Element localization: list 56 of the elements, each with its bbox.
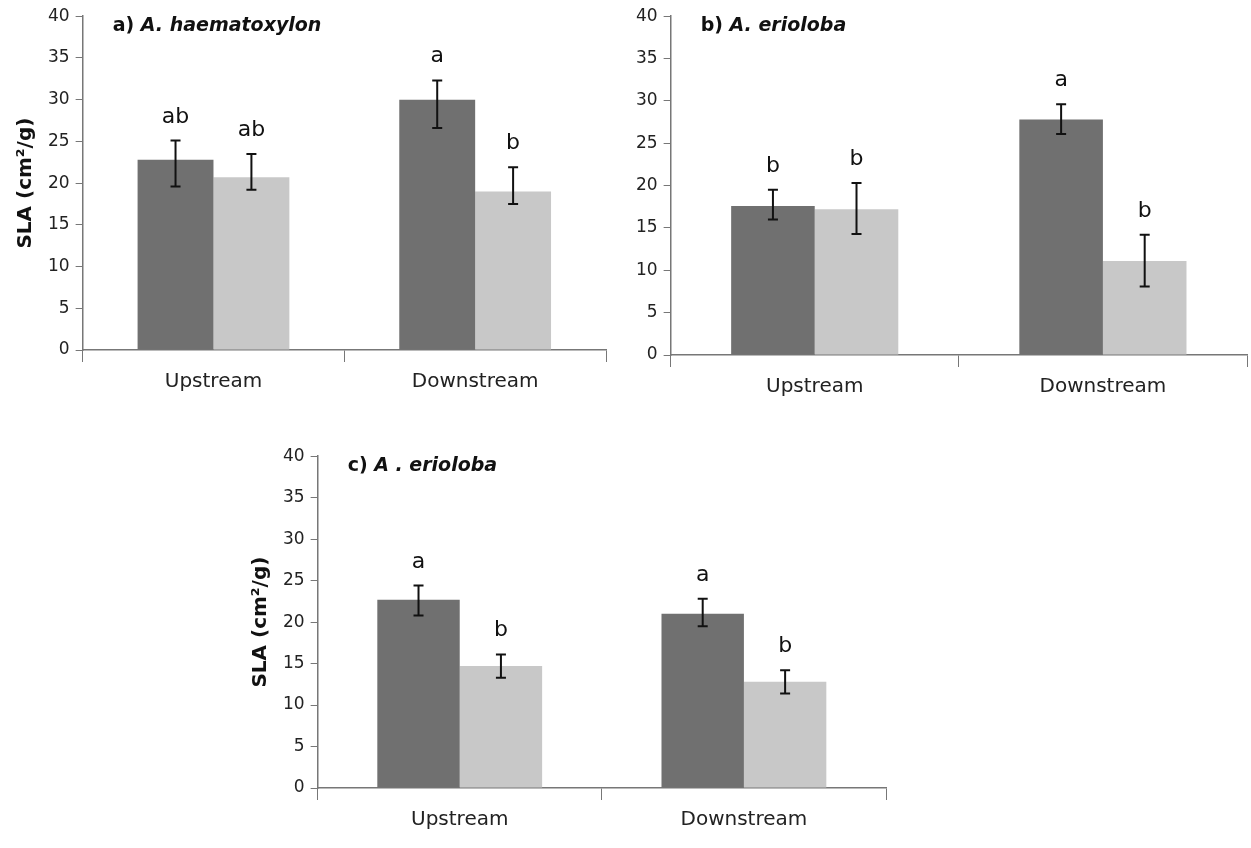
y-tick-label: 25 — [47, 129, 70, 150]
data-label: b — [849, 145, 864, 171]
x-tick-label: Downstream — [680, 806, 808, 831]
y-tick-label: 15 — [635, 216, 658, 237]
y-tick-label: 40 — [635, 4, 658, 25]
bar — [475, 191, 552, 350]
y-tick-label: 10 — [282, 693, 305, 714]
y-tick-label: 35 — [47, 46, 70, 67]
y-tick-label: 35 — [282, 486, 305, 507]
y-tick-label: 15 — [282, 652, 305, 672]
data-label: a — [430, 42, 444, 68]
y-tick-label: 10 — [47, 254, 70, 275]
data-label: b — [506, 129, 521, 155]
data-label: a — [695, 560, 710, 586]
y-tick-label: 40 — [282, 444, 305, 465]
y-axis-title: SLA (cm²/g) — [247, 556, 272, 688]
y-tick-label: 40 — [47, 4, 70, 25]
y-tick-label: 0 — [646, 343, 658, 364]
bar — [213, 177, 290, 350]
y-tick-label: 30 — [47, 88, 70, 109]
y-tick-label: 5 — [293, 734, 305, 755]
y-tick-label: 20 — [635, 174, 658, 195]
bar — [814, 209, 899, 355]
y-tick-label: 10 — [635, 258, 658, 279]
x-tick-label: Downstream — [1039, 373, 1167, 398]
data-label: ab — [237, 115, 266, 141]
data-label: b — [765, 151, 780, 177]
y-tick-label: 5 — [646, 301, 658, 322]
data-label: a — [1054, 66, 1068, 92]
data-label: b — [493, 616, 508, 642]
data-label: b — [1137, 196, 1152, 222]
y-tick-label: 35 — [635, 46, 658, 67]
y-tick-label: 30 — [282, 527, 305, 548]
x-tick-label: Downstream — [411, 368, 539, 393]
data-label: a — [411, 547, 426, 573]
y-tick-label: 0 — [58, 338, 70, 359]
y-tick-label: 20 — [47, 171, 70, 192]
x-tick-label: Upstream — [411, 806, 509, 831]
data-label: ab — [161, 102, 190, 128]
x-tick-label: Upstream — [766, 373, 864, 398]
y-tick-label: 20 — [282, 610, 305, 631]
bar — [743, 681, 827, 788]
y-tick-label: 5 — [58, 296, 70, 317]
y-tick-label: 15 — [47, 213, 70, 234]
y-tick-label: 25 — [282, 569, 305, 590]
y-tick-label: 25 — [635, 131, 658, 152]
y-axis-title: SLA (cm²/g) — [12, 117, 37, 249]
bar — [1102, 260, 1187, 355]
chart-title: c) A . erioloba — [347, 453, 498, 476]
chart-title: b) A. erioloba — [700, 13, 847, 36]
y-tick-label: 30 — [635, 89, 658, 110]
chart-title: a) A. haematoxylon — [112, 13, 322, 36]
data-label: b — [778, 632, 793, 658]
y-tick-label: 0 — [293, 776, 305, 797]
x-tick-label: Upstream — [164, 368, 263, 393]
bar — [459, 666, 543, 788]
